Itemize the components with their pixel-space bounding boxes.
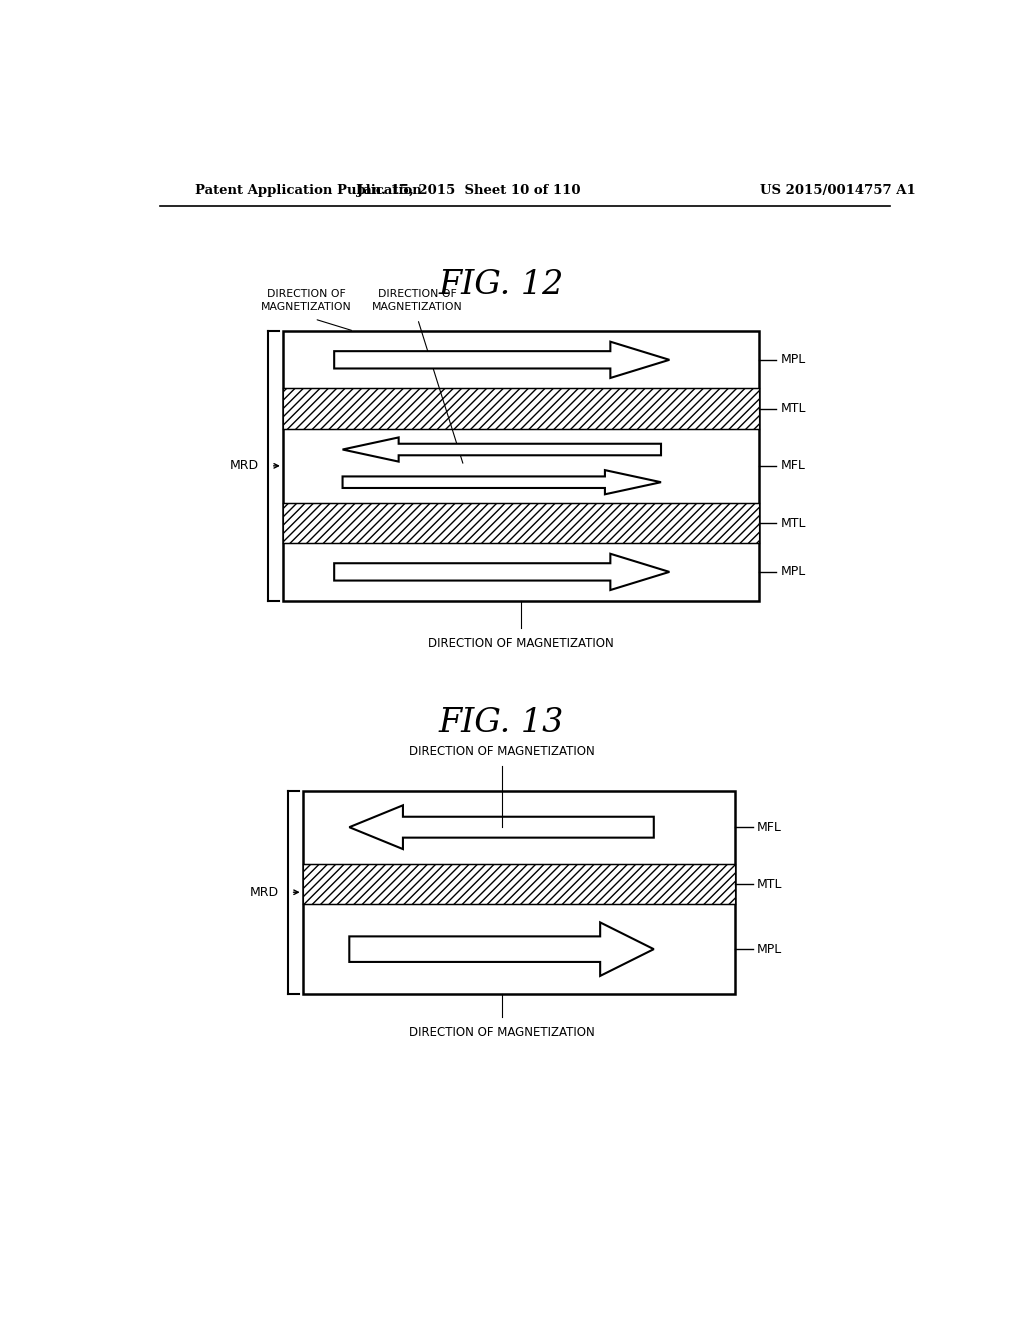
Text: DIRECTION OF MAGNETIZATION: DIRECTION OF MAGNETIZATION [409,746,594,759]
Text: DIRECTION OF
MAGNETIZATION: DIRECTION OF MAGNETIZATION [261,289,352,312]
Bar [283,503,759,544]
Polygon shape [349,805,653,849]
Bar [303,863,735,904]
Text: Jan. 15, 2015  Sheet 10 of 110: Jan. 15, 2015 Sheet 10 of 110 [357,185,581,198]
Text: MRD: MRD [229,459,259,473]
Text: US 2015/0014757 A1: US 2015/0014757 A1 [761,185,916,198]
Polygon shape [343,437,662,462]
Text: Patent Application Publication: Patent Application Publication [196,185,422,198]
Text: MFL: MFL [757,821,781,834]
Text: MTL: MTL [780,516,806,529]
Bar [303,791,735,994]
Text: DIRECTION OF MAGNETIZATION: DIRECTION OF MAGNETIZATION [428,636,613,649]
Bar [283,331,759,601]
Text: FIG. 13: FIG. 13 [438,706,563,738]
Text: DIRECTION OF MAGNETIZATION: DIRECTION OF MAGNETIZATION [409,1026,594,1039]
Bar [283,388,759,429]
Text: MPL: MPL [780,354,806,367]
Text: MFL: MFL [780,459,805,473]
Polygon shape [334,342,670,378]
Text: MPL: MPL [757,942,781,956]
Text: MTL: MTL [780,403,806,414]
Polygon shape [334,554,670,590]
Polygon shape [349,923,653,975]
Polygon shape [343,470,662,494]
Text: DIRECTION OF
MAGNETIZATION: DIRECTION OF MAGNETIZATION [373,289,463,312]
Text: MPL: MPL [780,565,806,578]
Text: MRD: MRD [250,886,279,899]
Text: MTL: MTL [757,878,782,891]
Text: FIG. 12: FIG. 12 [438,269,563,301]
